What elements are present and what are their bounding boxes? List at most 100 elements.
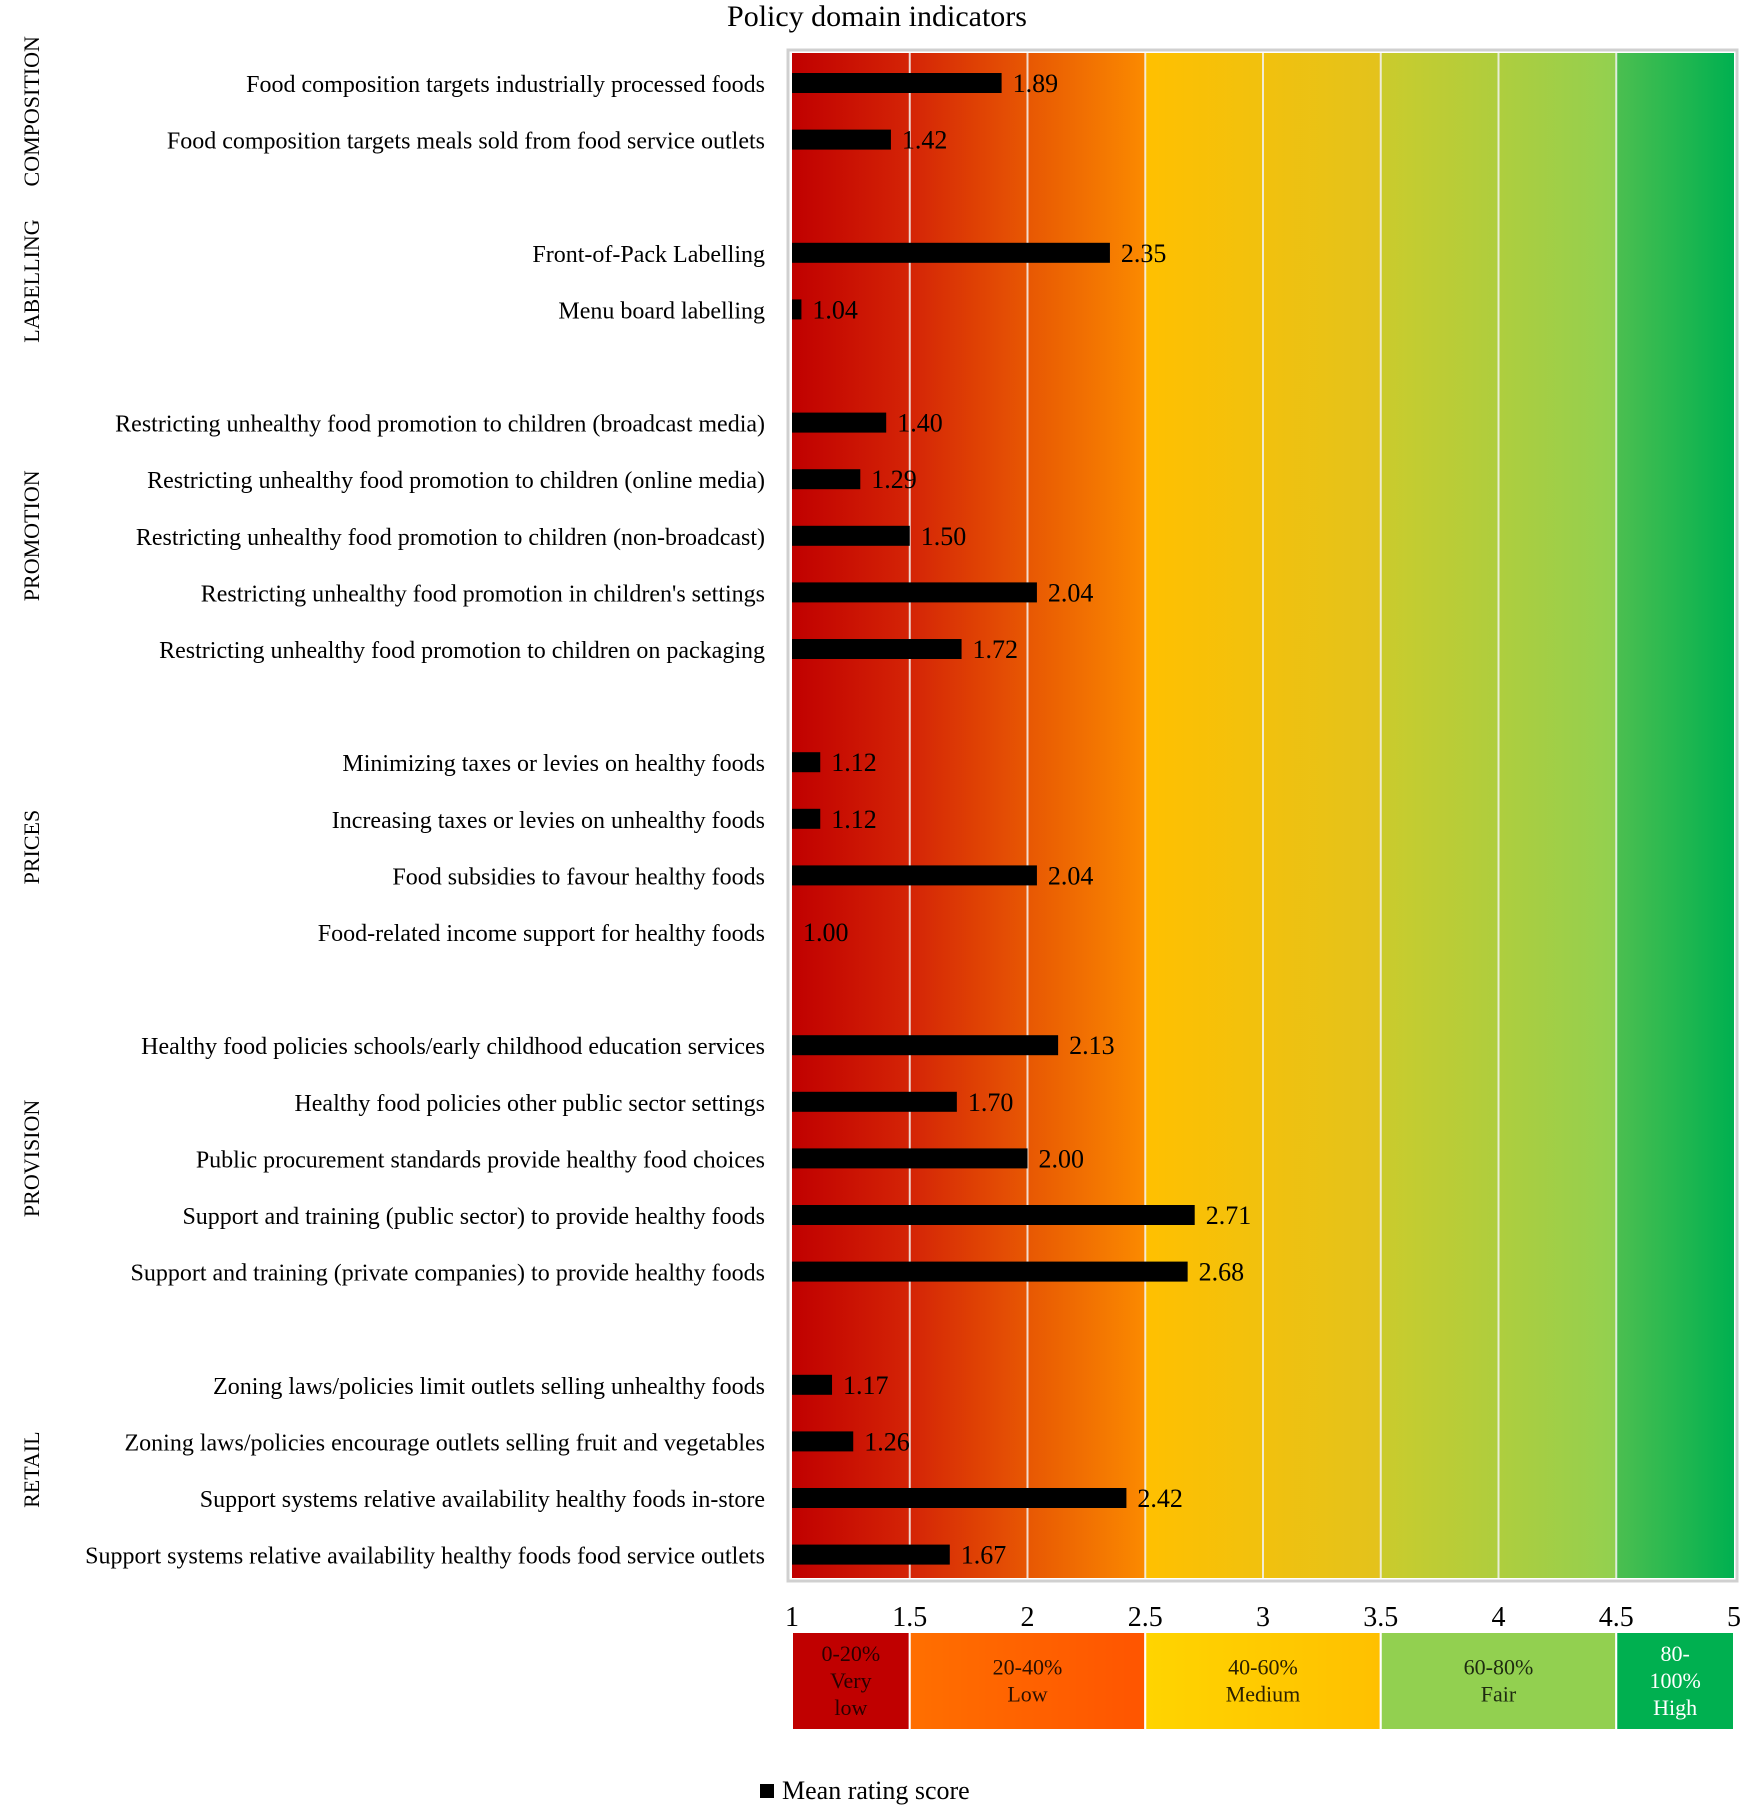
bar: [792, 582, 1037, 603]
bar-value-label: 1.89: [1013, 69, 1059, 98]
item-label: Increasing taxes or levies on unhealthy …: [332, 808, 765, 834]
bar-value-label: 1.29: [871, 465, 917, 494]
group-label: RETAIL: [19, 1431, 44, 1507]
rating-band-label: Fair: [1481, 1682, 1517, 1707]
bar-value-label: 2.71: [1206, 1201, 1252, 1230]
rating-band: [791, 1631, 911, 1731]
item-label: Zoning laws/policies limit outlets selli…: [213, 1374, 765, 1400]
bar: [792, 242, 1110, 263]
tick-label: 4.5: [1599, 1602, 1634, 1633]
rating-band: [1379, 1631, 1618, 1731]
group-label: PROMOTION: [19, 470, 44, 601]
item-label: Food-related income support for healthy …: [318, 921, 765, 947]
bar-value-label: 2.68: [1199, 1258, 1245, 1287]
tick-label: 2.5: [1128, 1602, 1163, 1633]
rating-band-label: 80-: [1660, 1641, 1689, 1666]
bar: [792, 752, 821, 773]
bar-value-label: 1.72: [973, 635, 1019, 664]
bar: [792, 73, 1002, 93]
item-label: Minimizing taxes or levies on healthy fo…: [342, 751, 765, 777]
item-label: Restricting unhealthy food promotion to …: [159, 638, 765, 664]
item-label: Restricting unhealthy food promotion to …: [115, 412, 765, 438]
rating-band-label: 20-40%: [993, 1655, 1063, 1680]
group-label: LABELLING: [19, 219, 44, 343]
tick-label: 5: [1727, 1602, 1740, 1633]
rating-band-label: Low: [1007, 1682, 1047, 1707]
bar-value-label: 1.26: [864, 1427, 910, 1456]
bar-value-label: 1.12: [831, 748, 877, 777]
group-labels: COMPOSITION LABELLING PROMOTION PRICES PROVI…: [19, 36, 44, 1508]
bar: [792, 1091, 957, 1112]
bar: [792, 808, 821, 829]
bar-value-label: 1.12: [831, 805, 877, 834]
tick-label: 4: [1492, 1602, 1506, 1633]
item-label: Support systems relative availability he…: [85, 1544, 765, 1570]
bar: [792, 865, 1037, 886]
tick-label: 3: [1256, 1602, 1270, 1633]
item-label: Healthy food policies schools/early chil…: [141, 1034, 765, 1060]
group-label: PRICES: [19, 810, 44, 885]
bar-value-label: 1.17: [843, 1371, 889, 1400]
bar: [792, 1544, 950, 1565]
item-label: Support and training (public sector) to …: [182, 1204, 765, 1230]
background-band: [1616, 53, 1734, 1578]
tick-label: 1.5: [892, 1602, 927, 1633]
item-label: Healthy food policies other public secto…: [294, 1091, 765, 1117]
rating-band-label: High: [1653, 1695, 1697, 1720]
bar: [792, 1488, 1127, 1508]
item-label: Restricting unhealthy food promotion to …: [147, 468, 765, 494]
bar-value-label: 1.42: [902, 126, 948, 155]
bar-value-label: 1.40: [897, 409, 943, 438]
bar: [792, 469, 861, 490]
item-label: Menu board labelling: [558, 298, 765, 324]
bar-value-label: 2.13: [1069, 1031, 1115, 1060]
item-label: Restricting unhealthy food promotion to …: [136, 525, 765, 551]
item-label: Front-of-Pack Labelling: [532, 242, 765, 268]
bar: [792, 1374, 833, 1395]
bar-value-label: 1.00: [803, 918, 849, 947]
item-label: Food subsidies to favour healthy foods: [392, 864, 765, 890]
bar: [792, 129, 891, 150]
group-label: PROVISION: [19, 1100, 44, 1217]
item-label: Zoning laws/policies encourage outlets s…: [125, 1430, 766, 1456]
bar: [792, 1148, 1028, 1169]
tick-label: 3.5: [1363, 1602, 1398, 1633]
bar-value-label: 1.04: [812, 295, 858, 324]
bar-value-label: 1.67: [961, 1541, 1007, 1570]
group-label: COMPOSITION: [19, 36, 44, 186]
rating-band-label: 0-20%: [822, 1641, 881, 1666]
tick-label: 2: [1021, 1602, 1035, 1633]
bar-value-label: 2.35: [1121, 239, 1167, 268]
bar: [792, 1205, 1195, 1225]
bar-value-label: 2.00: [1039, 1144, 1085, 1173]
item-label: Support systems relative availability he…: [200, 1487, 765, 1513]
series-legend: Mean rating score: [760, 1776, 970, 1805]
rating-band-label: Very: [830, 1668, 872, 1693]
rating-band: [1615, 1631, 1735, 1731]
gridlines: [908, 53, 1618, 1578]
rating-band-label: 100%: [1649, 1668, 1700, 1693]
legend-label: Mean rating score: [782, 1776, 970, 1805]
bar: [792, 1261, 1188, 1282]
value-labels: 1.89 1.42 2.35 1.04 1.40 1.291.50 2.04 1.72 1.12…: [803, 69, 1251, 1570]
item-label: Public procurement standards provide hea…: [196, 1147, 765, 1173]
legend-swatch: [760, 1784, 774, 1798]
x-axis-ticks: 1 1.5 2 2.5 3 3.5 4 4.5 5: [785, 1602, 1740, 1633]
item-label: Restricting unhealthy food promotion in …: [201, 581, 765, 607]
bar: [792, 525, 910, 546]
bar: [792, 639, 962, 659]
bar: [792, 412, 887, 433]
item-label: Food composition targets industrially pr…: [246, 72, 765, 98]
bar-value-label: 1.50: [921, 522, 967, 551]
item-label: Support and training (private companies)…: [130, 1261, 765, 1287]
bar-value-label: 2.04: [1048, 861, 1094, 890]
rating-band: [1144, 1631, 1382, 1731]
bar: [792, 1431, 854, 1452]
rating-band-label: Medium: [1226, 1682, 1301, 1707]
rating-band-label: 60-80%: [1464, 1655, 1534, 1680]
chart-title: Policy domain indicators: [727, 0, 1027, 33]
item-label: Food composition targets meals sold from…: [167, 129, 765, 155]
bar-value-label: 2.42: [1137, 1484, 1183, 1513]
